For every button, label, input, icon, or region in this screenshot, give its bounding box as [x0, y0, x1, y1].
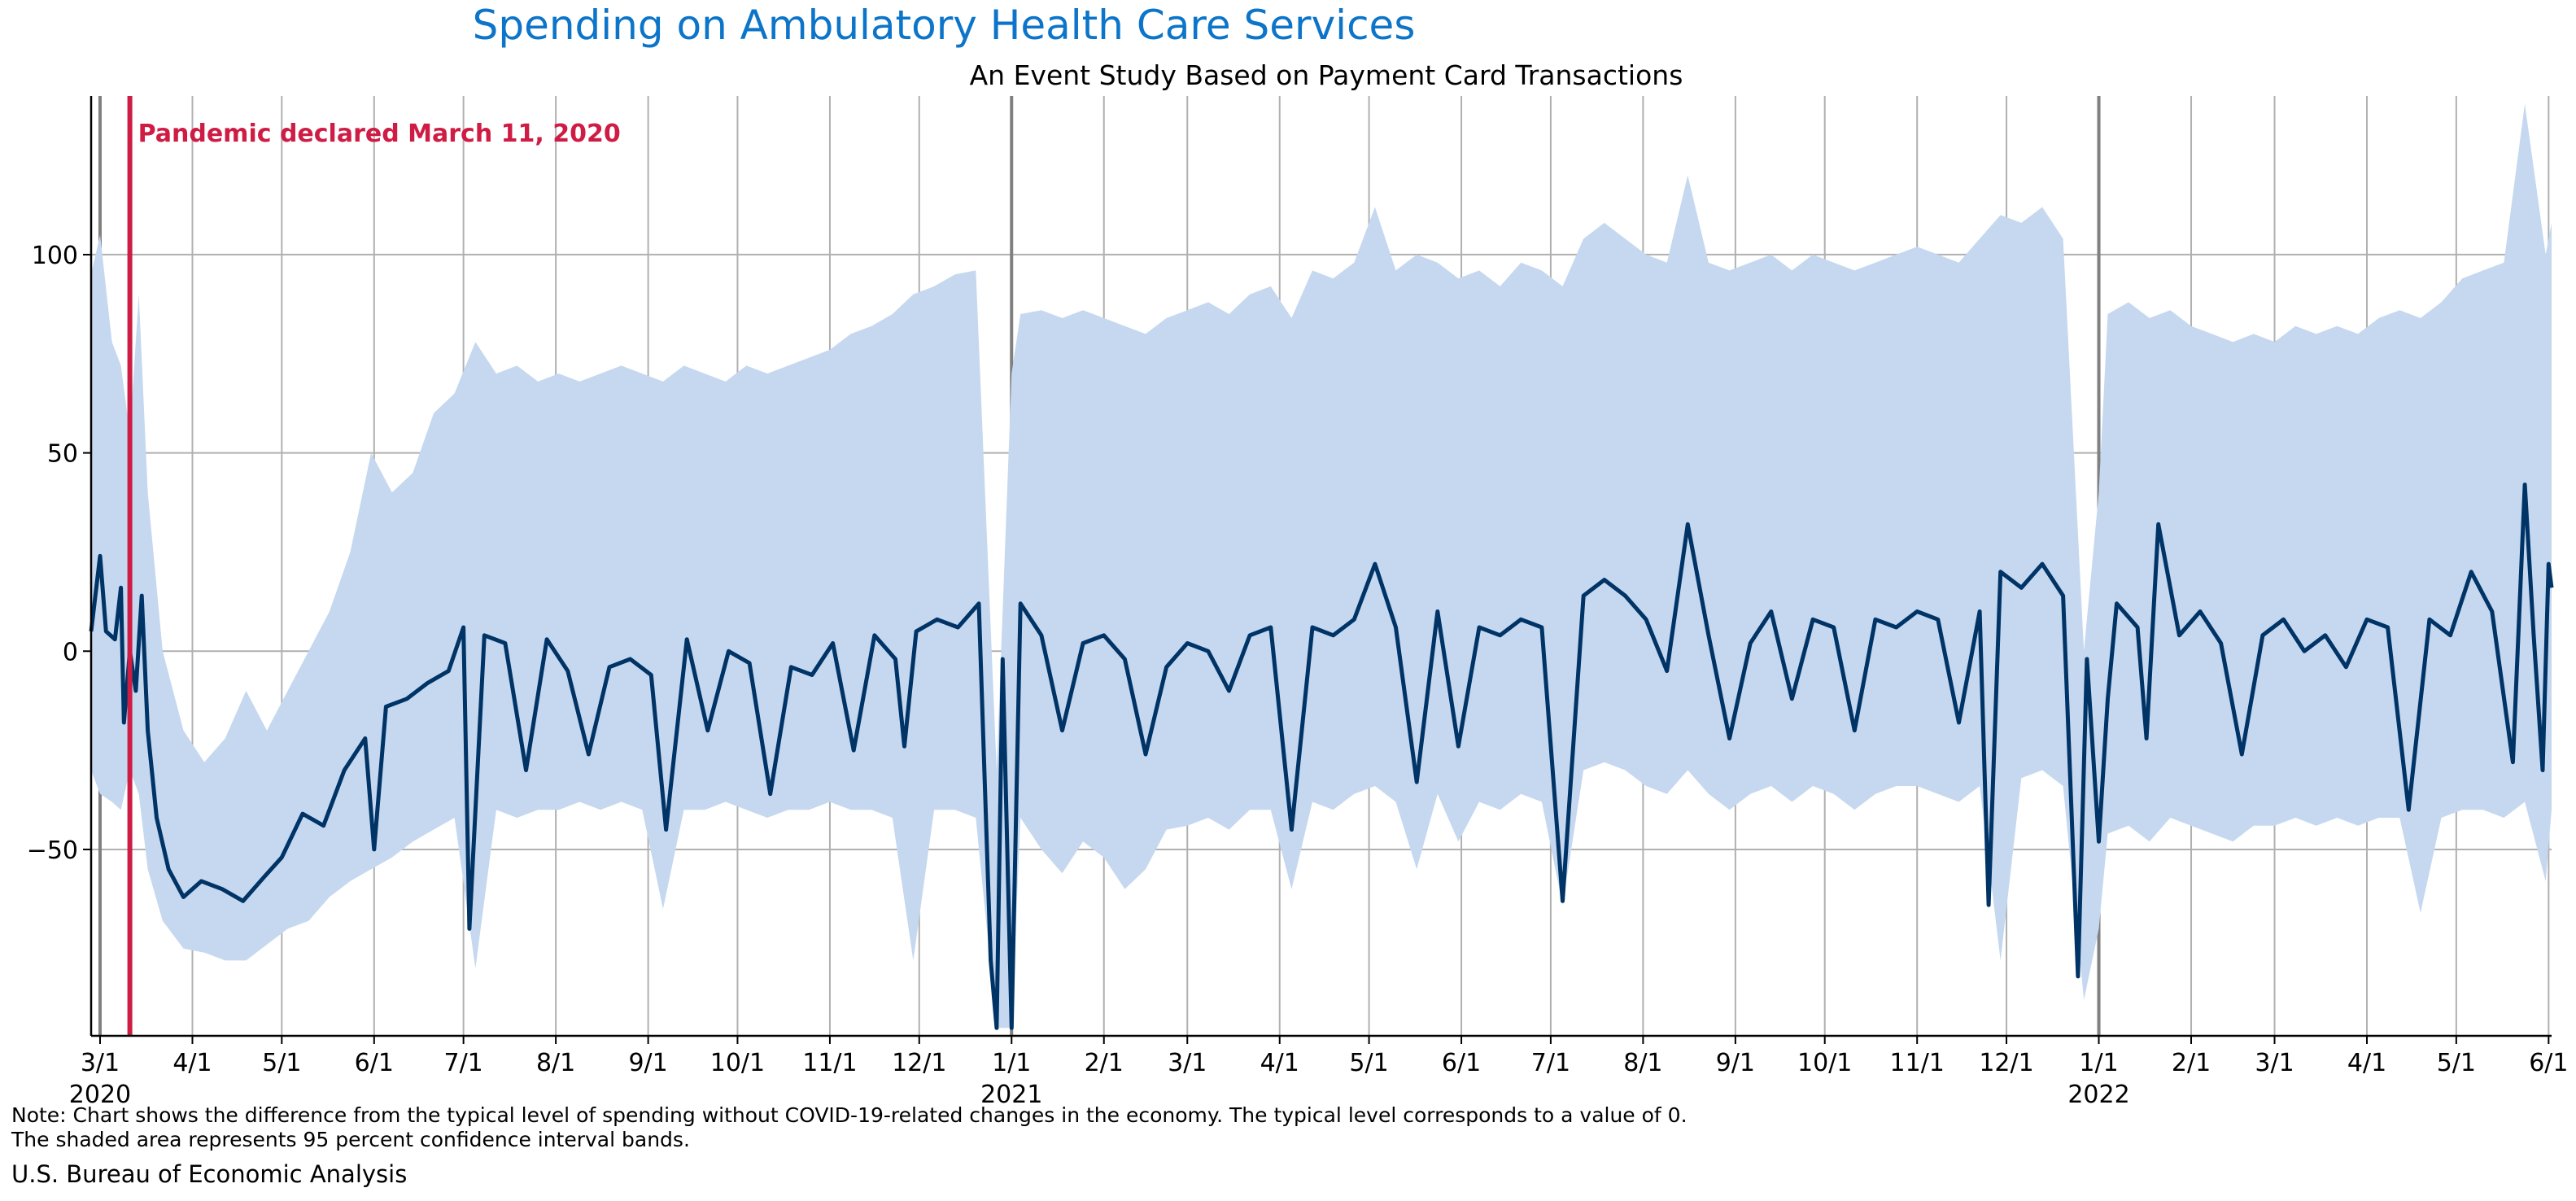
confidence-band: [91, 103, 2552, 1028]
x-tick-label: 6/1: [2529, 1049, 2568, 1077]
x-tick-label: 2/1: [1085, 1049, 1124, 1077]
x-tick-label: 7/1: [1531, 1049, 1570, 1077]
chart-subtitle: An Event Study Based on Payment Card Tra…: [970, 59, 1683, 91]
x-tick-label: 5/1: [262, 1049, 301, 1077]
x-tick-label: 1/1: [992, 1049, 1031, 1077]
estimate-line: [89, 483, 2554, 1030]
x-tick-label: 8/1: [1623, 1049, 1662, 1077]
y-tick-label: −50: [27, 836, 78, 865]
annotation-label: Pandemic declared March 11, 2020: [138, 120, 621, 148]
x-tick-label: 7/1: [443, 1049, 482, 1077]
x-tick-label: 12/1: [892, 1049, 946, 1077]
axes: [83, 96, 2552, 1044]
x-tick-label: 4/1: [2347, 1049, 2386, 1077]
x-tick-label: 10/1: [710, 1049, 765, 1077]
x-tick-label: 10/1: [1797, 1049, 1852, 1077]
source-credit: U.S. Bureau of Economic Analysis: [11, 1160, 408, 1188]
x-tick-label: 9/1: [628, 1049, 667, 1077]
x-tick-label: 6/1: [1442, 1049, 1481, 1077]
tick-labels: 100 50 0 −50 3/1 2020 4/1 5/1 6/1 7/1 8/1 9/1 10/1 11…: [27, 242, 2569, 1109]
annotation: Pandemic declared March 11, 2020: [127, 96, 621, 1036]
x-year-label: 2022: [2067, 1081, 2129, 1109]
estimate-series-line: [89, 483, 2554, 1030]
x-tick-label: 3/1: [1168, 1049, 1207, 1077]
x-tick-label: 5/1: [1349, 1049, 1388, 1077]
x-tick-label: 3/1: [2255, 1049, 2294, 1077]
x-tick-label: 11/1: [802, 1049, 857, 1077]
footnote-line-2: The shaded area represents 95 percent co…: [11, 1128, 690, 1151]
x-tick-label: 12/1: [1979, 1049, 2033, 1077]
x-tick-label: 8/1: [536, 1049, 575, 1077]
x-tick-label: 6/1: [355, 1049, 394, 1077]
y-tick-label: 50: [47, 440, 78, 469]
x-tick-label: 11/1: [1890, 1049, 1945, 1077]
x-year-label: 2021: [980, 1081, 1042, 1109]
y-tick-label: 100: [32, 242, 78, 270]
x-tick-label: 4/1: [172, 1049, 212, 1077]
chart-title: Spending on Ambulatory Health Care Servi…: [473, 2, 1416, 49]
x-tick-label: 2/1: [2172, 1049, 2211, 1077]
confidence-band-area: [91, 103, 2552, 1028]
x-tick-label: 5/1: [2437, 1049, 2476, 1077]
x-year-label: 2020: [69, 1081, 131, 1109]
x-tick-label: 4/1: [1260, 1049, 1299, 1077]
footnote: Note: Chart shows the difference from th…: [11, 1103, 1687, 1152]
x-tick-label: 1/1: [2079, 1049, 2118, 1077]
footnote-line-1: Note: Chart shows the difference from th…: [11, 1103, 1687, 1127]
y-tick-label: 0: [63, 638, 78, 666]
x-tick-label: 3/1: [81, 1049, 120, 1077]
x-tick-label: 9/1: [1716, 1049, 1755, 1077]
